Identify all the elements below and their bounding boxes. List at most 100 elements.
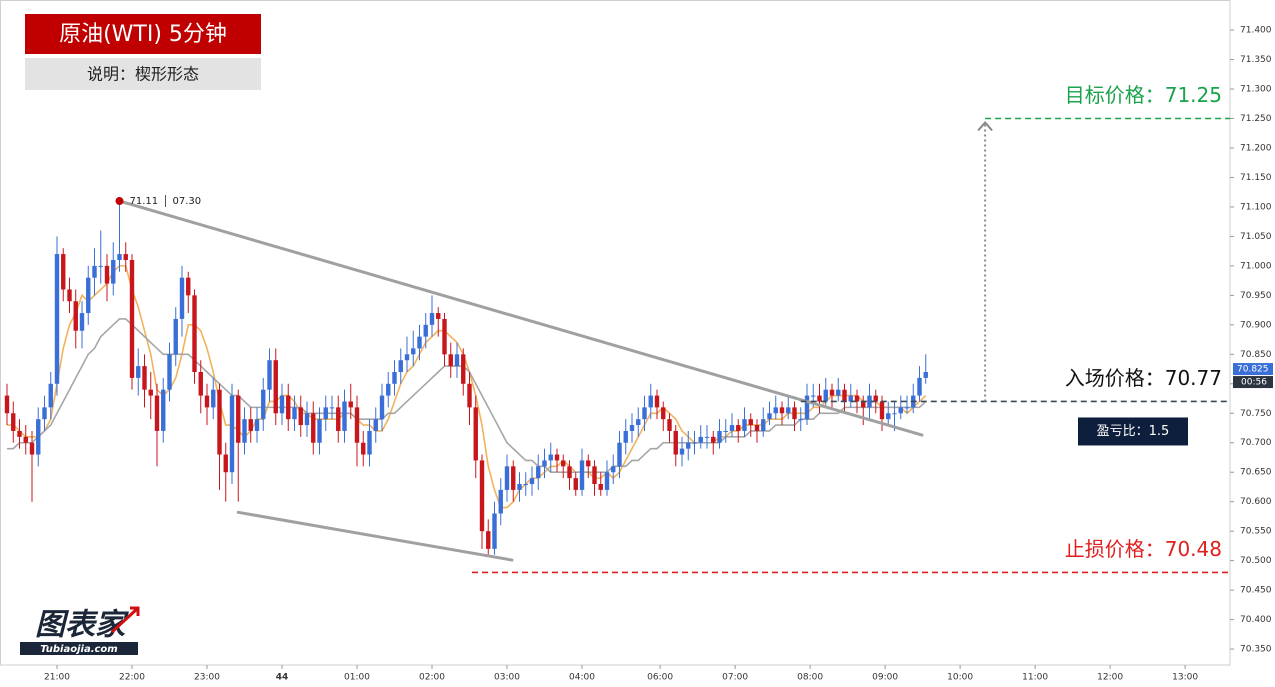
candle-body xyxy=(73,301,78,331)
x-tick-label: 21:00 xyxy=(44,673,70,683)
candle-body xyxy=(229,395,235,473)
y-tick-label: 71.000 xyxy=(1240,261,1272,271)
chart-title: 原油(WTI) 5分钟 xyxy=(59,22,227,47)
candle-body xyxy=(304,413,310,426)
candle-body xyxy=(411,348,416,355)
candle-body xyxy=(336,407,341,431)
candle-body xyxy=(548,454,553,461)
y-tick-label: 70.500 xyxy=(1240,556,1272,566)
candle-body xyxy=(873,395,878,402)
candle-body xyxy=(61,254,66,290)
candle-body xyxy=(461,354,466,384)
candle-body xyxy=(48,383,53,408)
candle-body xyxy=(348,401,353,408)
candle-body xyxy=(586,460,591,467)
last-price-value: 70.825 xyxy=(1237,365,1269,375)
candle-body xyxy=(398,360,403,372)
candle-body xyxy=(198,371,203,396)
candle-body xyxy=(542,460,547,467)
candle-body xyxy=(836,389,841,396)
y-tick-label: 71.300 xyxy=(1240,85,1272,95)
candle-body xyxy=(248,419,253,431)
candle-body xyxy=(92,265,97,278)
candle-body xyxy=(242,419,247,443)
candle-body xyxy=(373,419,378,431)
candle-body xyxy=(923,371,928,378)
high-marker-value: 71.11 xyxy=(130,196,159,207)
candle-body xyxy=(636,419,641,426)
candle-body xyxy=(786,407,791,414)
price-level-label: 止损价格：70.48 xyxy=(1065,537,1222,561)
x-tick-label: 06:00 xyxy=(647,673,673,683)
x-tick-label: 02:00 xyxy=(419,673,445,683)
candle-body xyxy=(79,313,85,331)
y-tick-label: 70.700 xyxy=(1240,438,1272,448)
candle-body xyxy=(236,395,241,443)
marks: 70.350 70.400 70.450 70.500 70.550 70.600 70.6… xyxy=(4,26,1272,683)
candle-body xyxy=(529,478,535,485)
candle-body xyxy=(11,413,16,431)
candle-body xyxy=(792,407,797,420)
candle-body xyxy=(711,436,716,443)
candle-body xyxy=(579,460,585,490)
x-tick-label: 07:00 xyxy=(722,673,748,683)
x-tick-label: 03:00 xyxy=(494,673,520,683)
candle-body xyxy=(511,466,516,490)
y-tick-label: 71.200 xyxy=(1240,143,1272,153)
candle-body xyxy=(817,395,822,402)
candle-body xyxy=(379,395,385,420)
candle-body xyxy=(29,442,35,455)
candle-body xyxy=(654,395,660,408)
candle-body xyxy=(561,460,566,467)
candle-body xyxy=(673,430,678,455)
candle-body xyxy=(329,407,335,409)
y-tick-label: 71.150 xyxy=(1240,173,1272,183)
candle-body xyxy=(323,407,328,420)
candle-body xyxy=(223,454,228,473)
x-tick-label: 08:00 xyxy=(797,673,823,683)
candle-body xyxy=(486,531,491,549)
price-level-label: 入场价格：70.77 xyxy=(1065,366,1222,390)
candle-body xyxy=(217,389,222,455)
candle-body xyxy=(604,472,610,490)
x-tick-label: 10:00 xyxy=(947,673,973,683)
candle-body xyxy=(167,354,172,390)
candle-body xyxy=(773,407,778,414)
x-tick-label: 13:00 xyxy=(1172,673,1198,683)
candle-body xyxy=(342,401,347,431)
candle-body xyxy=(573,478,578,490)
candle-body xyxy=(736,425,741,431)
candle-body xyxy=(598,484,603,490)
candle-body xyxy=(667,419,672,431)
candle-body xyxy=(392,371,397,384)
candle-body xyxy=(117,254,122,260)
y-tick-label: 70.550 xyxy=(1240,527,1272,537)
candle-body xyxy=(761,419,766,431)
candle-body xyxy=(754,425,760,431)
candle-body xyxy=(617,442,622,467)
candle-body xyxy=(267,360,272,390)
candle-body xyxy=(386,383,391,396)
x-tick-label: 44 xyxy=(276,673,289,683)
y-tick-label: 71.350 xyxy=(1240,55,1272,65)
candle-body xyxy=(717,430,722,443)
candle-body xyxy=(429,313,435,325)
candle-body xyxy=(17,430,22,437)
candle-body xyxy=(111,259,116,284)
last-price-box xyxy=(1233,363,1273,376)
moving-average-line xyxy=(7,265,927,509)
candle-body xyxy=(898,407,903,414)
candle-body xyxy=(211,389,216,408)
candle-body xyxy=(892,413,897,415)
y-tick-label: 70.400 xyxy=(1240,615,1272,625)
candle-body xyxy=(854,395,860,402)
candle-body xyxy=(311,413,316,443)
candle-body xyxy=(742,419,747,431)
candle-body xyxy=(686,442,691,449)
candle-body xyxy=(148,389,153,396)
x-tick-label: 22:00 xyxy=(119,673,145,683)
y-tick-label: 70.600 xyxy=(1240,497,1272,507)
candle-body xyxy=(661,407,666,420)
candle-body xyxy=(504,466,510,490)
